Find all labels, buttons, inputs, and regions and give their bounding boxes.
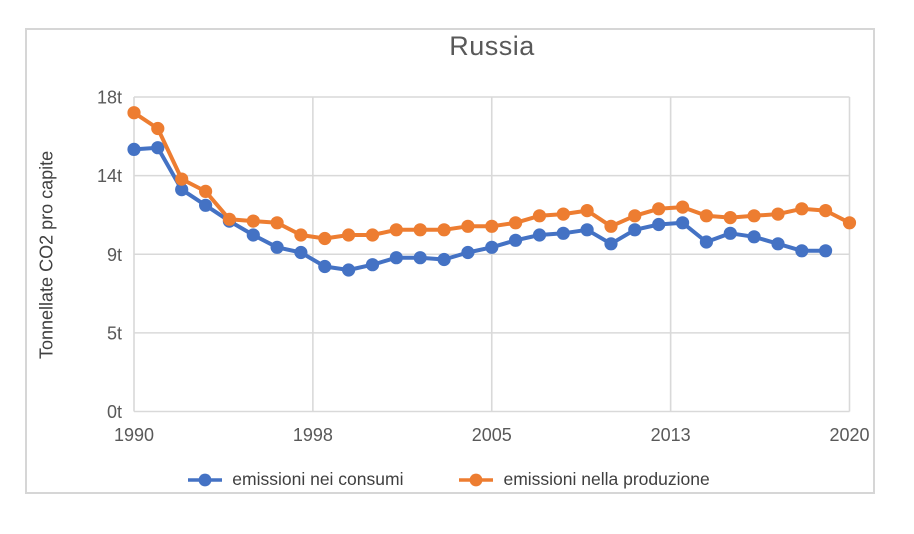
data-point-marker bbox=[461, 219, 475, 233]
data-point-marker bbox=[747, 209, 761, 223]
data-point-marker bbox=[485, 219, 499, 233]
data-point-marker bbox=[246, 228, 260, 242]
data-point-marker bbox=[413, 251, 427, 265]
x-tick-label: 2013 bbox=[651, 425, 691, 445]
data-point-marker bbox=[270, 240, 284, 254]
data-point-marker bbox=[580, 223, 594, 237]
legend-label-consumi: emissioni nei consumi bbox=[232, 469, 404, 489]
tick-labels: 0t 5t 9t 14t 18t 1990 1998 2005 2013 2020 bbox=[97, 88, 870, 446]
data-point-marker bbox=[461, 245, 475, 260]
data-point-marker bbox=[676, 216, 690, 230]
data-point-marker bbox=[365, 228, 380, 242]
data-point-marker bbox=[175, 183, 189, 197]
data-point-marker bbox=[795, 202, 809, 216]
data-point-marker bbox=[318, 259, 332, 274]
chart-title: Russia bbox=[449, 31, 535, 61]
data-point-marker bbox=[246, 214, 260, 228]
data-point-marker bbox=[437, 252, 451, 267]
data-point-marker bbox=[294, 228, 308, 242]
data-point-marker bbox=[676, 200, 690, 214]
legend: emissioni nei consumi emissioni nella pr… bbox=[25, 469, 873, 490]
data-point-marker bbox=[270, 216, 284, 230]
data-point-marker bbox=[699, 235, 714, 249]
x-tick-label: 2005 bbox=[472, 425, 512, 445]
data-point-marker bbox=[604, 237, 618, 251]
legend-marker-consumi-icon bbox=[188, 473, 223, 486]
data-point-marker bbox=[175, 172, 189, 186]
data-point-marker bbox=[771, 207, 785, 221]
data-point-marker bbox=[413, 223, 427, 237]
y-tick-label: 0t bbox=[107, 402, 122, 422]
data-point-marker bbox=[723, 211, 737, 225]
data-point-marker bbox=[222, 212, 236, 226]
data-point-marker bbox=[294, 245, 308, 260]
data-point-marker bbox=[127, 142, 141, 156]
x-tick-label: 1990 bbox=[114, 425, 154, 445]
data-point-marker bbox=[842, 216, 857, 230]
legend-label-produzione: emissioni nella produzione bbox=[503, 469, 710, 489]
legend-marker-produzione-icon bbox=[459, 473, 494, 486]
data-point-marker bbox=[199, 198, 213, 212]
y-tick-label: 5t bbox=[107, 323, 122, 343]
data-point-marker bbox=[151, 121, 165, 136]
data-point-marker bbox=[199, 184, 213, 198]
data-point-marker bbox=[532, 209, 547, 223]
data-point-marker bbox=[604, 219, 618, 233]
y-tick-label: 18t bbox=[97, 88, 122, 108]
data-point-marker bbox=[365, 258, 380, 272]
data-point-marker bbox=[318, 231, 332, 246]
data-point-marker bbox=[723, 226, 737, 240]
data-point-marker bbox=[819, 244, 833, 258]
data-point-marker bbox=[819, 204, 833, 218]
data-point-marker bbox=[508, 233, 523, 247]
series-line bbox=[132, 145, 828, 272]
data-point-marker bbox=[485, 240, 499, 254]
data-point-marker bbox=[556, 226, 570, 240]
data-point-marker bbox=[151, 141, 165, 155]
data-point-marker bbox=[652, 217, 666, 232]
data-point-marker bbox=[747, 230, 761, 244]
data-point-marker bbox=[795, 244, 809, 258]
data-point-marker bbox=[556, 207, 570, 221]
legend-item-consumi: emissioni nei consumi bbox=[188, 469, 403, 490]
data-point-marker bbox=[508, 216, 523, 230]
data-point-marker bbox=[127, 106, 141, 120]
series-produzione bbox=[127, 106, 857, 246]
data-point-marker bbox=[771, 237, 785, 251]
data-point-marker bbox=[342, 263, 356, 277]
data-point-marker bbox=[628, 223, 642, 237]
data-point-marker bbox=[437, 223, 451, 237]
data-point-marker bbox=[652, 202, 666, 216]
x-tick-label: 1998 bbox=[293, 425, 333, 445]
data-point-marker bbox=[389, 251, 403, 265]
data-point-marker bbox=[580, 204, 594, 218]
gridlines bbox=[133, 96, 851, 413]
data-point-marker bbox=[628, 209, 642, 223]
series-consumi bbox=[127, 141, 833, 277]
x-tick-label: 2020 bbox=[829, 425, 869, 445]
y-tick-label: 14t bbox=[97, 166, 122, 186]
y-tick-label: 9t bbox=[107, 245, 122, 265]
data-point-marker bbox=[532, 228, 547, 242]
data-point-marker bbox=[389, 223, 403, 237]
legend-item-produzione: emissioni nella produzione bbox=[459, 469, 710, 490]
data-point-marker bbox=[342, 228, 356, 242]
data-point-marker bbox=[699, 209, 714, 223]
